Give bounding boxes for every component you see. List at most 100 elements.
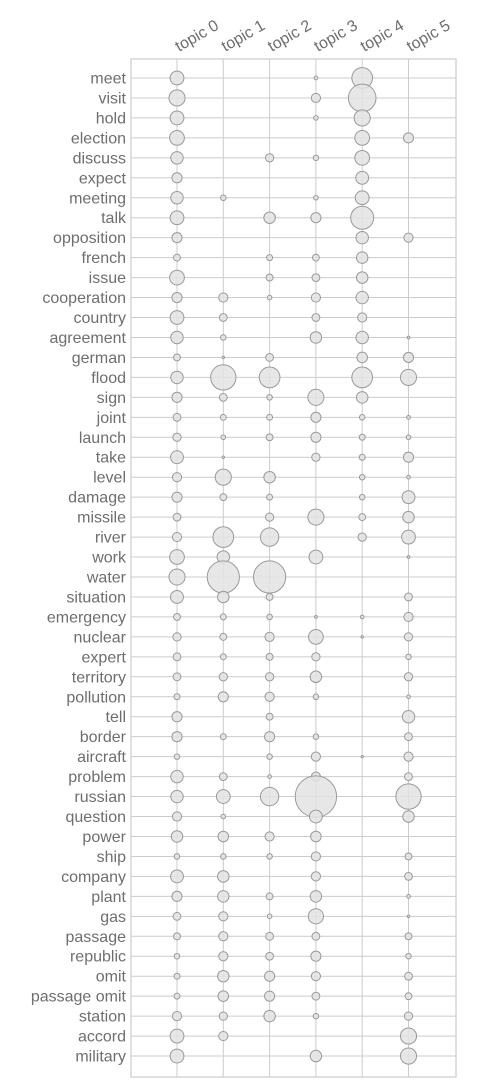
bubble-point [403, 1011, 414, 1021]
bubble-point [355, 271, 369, 284]
bubble-point [173, 972, 181, 980]
bubble-point [253, 560, 287, 594]
bubble-point [307, 388, 325, 406]
word-label: german [72, 350, 126, 367]
bubble-point [263, 470, 276, 484]
bubble-point [259, 527, 280, 547]
bubble-point [218, 1030, 229, 1042]
bubble-point [309, 670, 323, 684]
word-label: take [96, 450, 126, 467]
bubble-point [266, 753, 273, 760]
bubble-point [404, 592, 413, 602]
word-label: passage omit [31, 989, 127, 1006]
bubble-point [358, 433, 366, 441]
bubble-point [310, 212, 322, 224]
word-label: launch [79, 430, 126, 447]
word-label: ship [97, 849, 126, 866]
topic-label: topic 3 [311, 17, 360, 55]
bubble-point [219, 733, 227, 741]
bubble-point [173, 952, 181, 960]
bubble-point [404, 871, 413, 881]
bubble-point [266, 413, 274, 421]
bubble-point [206, 560, 240, 594]
bubble-point [405, 952, 412, 960]
word-label: missile [77, 510, 126, 527]
bubble-point [310, 411, 322, 423]
bubble-point [265, 273, 274, 282]
bubble-point [402, 810, 415, 823]
bubble-point [309, 331, 323, 344]
bubble-point [311, 452, 321, 462]
bubble-point [406, 414, 411, 420]
bubble-point [169, 310, 185, 325]
bubble-point [173, 693, 181, 701]
topic-label: topic 2 [265, 17, 314, 55]
bubble-point [354, 190, 370, 206]
word-label: opposition [53, 230, 126, 247]
bubble-point [218, 931, 229, 942]
word-label: passage [66, 929, 127, 946]
bubble-point [310, 871, 321, 882]
bubble-point [217, 969, 230, 983]
bubble-point [266, 913, 273, 920]
bubble-point [264, 631, 275, 642]
word-label: question [66, 809, 127, 826]
bubble-point [406, 555, 411, 559]
bubble-point [219, 413, 227, 421]
bubble-point [265, 593, 274, 601]
word-label: russian [74, 789, 126, 806]
word-label: problem [68, 769, 126, 786]
bubble-point [170, 450, 184, 465]
word-label: joint [96, 410, 127, 427]
bubble-point [168, 89, 186, 107]
bubble-point [169, 549, 185, 565]
bubble-point [263, 1009, 276, 1023]
bubble-point [169, 110, 185, 126]
bubble-point [265, 892, 274, 901]
bubble-point [173, 932, 181, 941]
word-label: aircraft [77, 749, 126, 766]
bubble-point [218, 951, 229, 962]
bubble-point [403, 232, 414, 243]
bubble-point [310, 292, 321, 303]
bubble-point [403, 751, 414, 762]
bubble-point [266, 254, 274, 262]
bubble-point [212, 526, 235, 548]
bubble-point [359, 614, 365, 620]
word-label: meet [90, 71, 126, 88]
bubble-point [358, 513, 367, 522]
word-label: border [80, 729, 127, 746]
word-label: emergency [47, 609, 126, 626]
word-label: talk [101, 210, 127, 227]
word-label: flood [91, 370, 126, 387]
bubble-point [265, 931, 275, 941]
word-label: level [93, 470, 126, 487]
bubble-point [265, 951, 275, 961]
bubble-point [220, 334, 227, 341]
grid-layer [130, 58, 457, 1078]
topic-label: topic 4 [358, 17, 407, 55]
bubble-point [171, 391, 183, 403]
bubble-point [264, 731, 276, 743]
bubble-point [404, 932, 413, 941]
bubble-point [404, 992, 413, 1001]
bubble-point [218, 392, 228, 402]
word-label: issue [89, 270, 126, 287]
bubble-point [170, 191, 184, 205]
bubble-point [310, 92, 321, 104]
word-label: territory [72, 669, 126, 686]
bubble-point [406, 335, 411, 340]
bubble-point [314, 615, 318, 619]
bubble-point [311, 991, 321, 1001]
bubble-point [357, 312, 368, 323]
bubble-point [221, 355, 226, 360]
bubble-point [170, 789, 184, 804]
bubble-point [170, 370, 184, 385]
bubble-point [266, 493, 274, 501]
bubble-point [258, 366, 281, 389]
bubble-point [218, 772, 228, 782]
word-label: discuss [73, 150, 126, 167]
bubble-point [172, 632, 182, 642]
bubble-point [171, 890, 183, 902]
word-label: cooperation [42, 290, 126, 307]
